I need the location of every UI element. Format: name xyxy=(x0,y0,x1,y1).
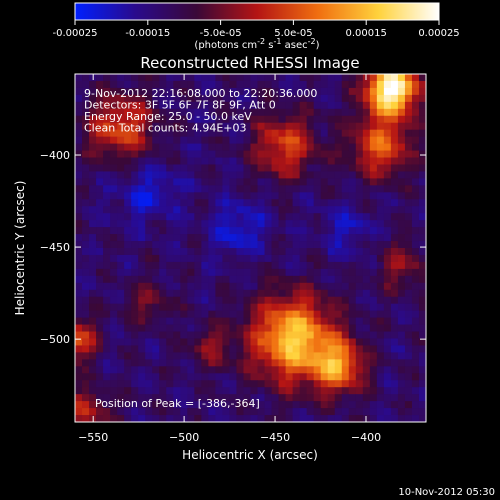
colorbar-ticks: -0.00025 -0.00015 -5.0e-05 5.0e-05 0.00015 0.… xyxy=(53,20,460,39)
y-tick-label: −400 xyxy=(40,149,70,162)
peak-position-label: Position of Peak = [-386,-364] xyxy=(95,397,260,410)
x-tick-label: −450 xyxy=(260,431,290,444)
annotation-line: Clean Total counts: 4.94E+03 xyxy=(84,122,247,135)
annotation-block: 9-Nov-2012 22:16:08.000 to 22:20:36.000D… xyxy=(84,87,317,135)
colorbar-tick-label: -0.00025 xyxy=(53,28,98,39)
colorbar-tick-label: 0.00015 xyxy=(346,28,387,39)
annotation-line: Detectors: 3F 5F 6F 7F 8F 9F, Att 0 xyxy=(84,99,276,112)
y-tick-label: −500 xyxy=(40,333,70,346)
x-tick-label: −400 xyxy=(351,431,381,444)
y-tick-label: −450 xyxy=(40,241,70,254)
colorbar-label: (photons cm-2 s-1 asec-2) xyxy=(194,37,319,51)
y-axis-label: Heliocentric Y (arcsec) xyxy=(13,181,27,316)
colorbar-tick-label: 0.00025 xyxy=(418,28,459,39)
x-axis: −550 −500 −450 −400 xyxy=(78,74,381,444)
y-axis: −400 −450 −500 xyxy=(40,149,426,346)
annotation-line: Energy Range: 25.0 - 50.0 keV xyxy=(84,110,252,123)
colorbar-tick-label: -0.00015 xyxy=(125,28,170,39)
heatmap-image xyxy=(75,74,427,423)
x-tick-label: −550 xyxy=(78,431,108,444)
x-tick-label: −500 xyxy=(169,431,199,444)
chart-title: Reconstructed RHESSI Image xyxy=(140,54,359,72)
plot-frame xyxy=(74,73,427,423)
colorbar xyxy=(74,2,440,21)
x-axis-label: Heliocentric X (arcsec) xyxy=(182,448,318,462)
colorbar-tick-label: -5.0e-05 xyxy=(200,28,242,39)
annotation-line: 9-Nov-2012 22:16:08.000 to 22:20:36.000 xyxy=(84,87,317,100)
footer-date: 10-Nov-2012 05:30 xyxy=(398,487,495,498)
colorbar-tick-label: 5.0e-05 xyxy=(274,28,312,39)
